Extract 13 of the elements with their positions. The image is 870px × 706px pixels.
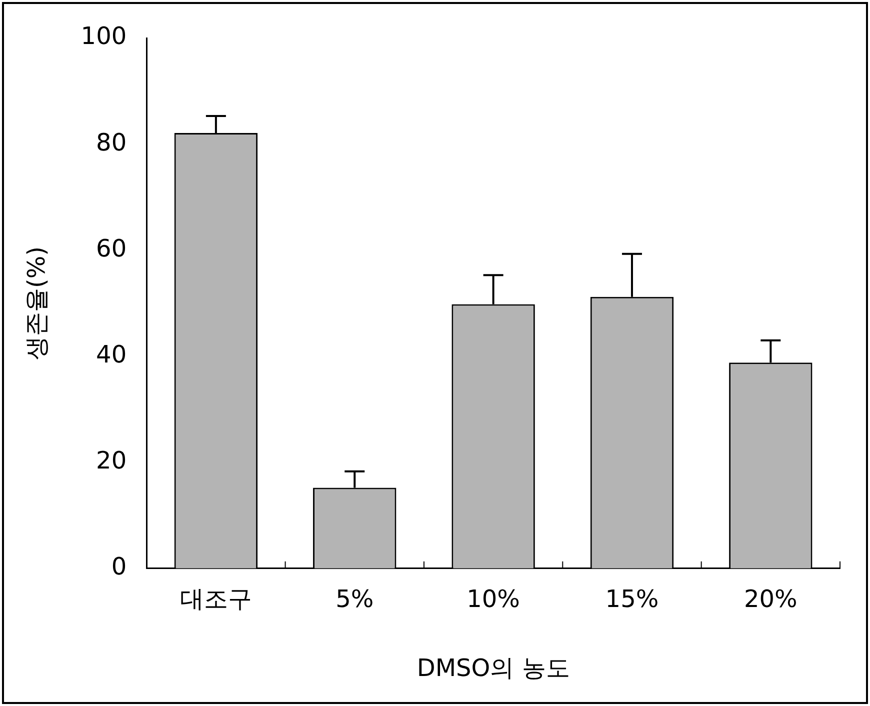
x-axis-title: DMSO의 농도 (416, 654, 570, 682)
y-tick-label: 40 (96, 340, 127, 368)
x-tick-label: 5% (336, 585, 374, 614)
x-tick-label: 대조구 (180, 585, 252, 614)
y-tick-label: 100 (80, 22, 127, 50)
y-tick-label: 0 (111, 552, 127, 581)
x-tick-label: 20% (744, 585, 798, 614)
x-tick-label: 15% (605, 585, 659, 614)
y-axis-title: 생존율(%) (22, 246, 51, 360)
y-tick-label: 60 (96, 234, 127, 262)
y-tick-label: 80 (96, 128, 127, 156)
x-tick-label: 10% (466, 585, 520, 614)
y-tick-label: 20 (96, 446, 127, 475)
